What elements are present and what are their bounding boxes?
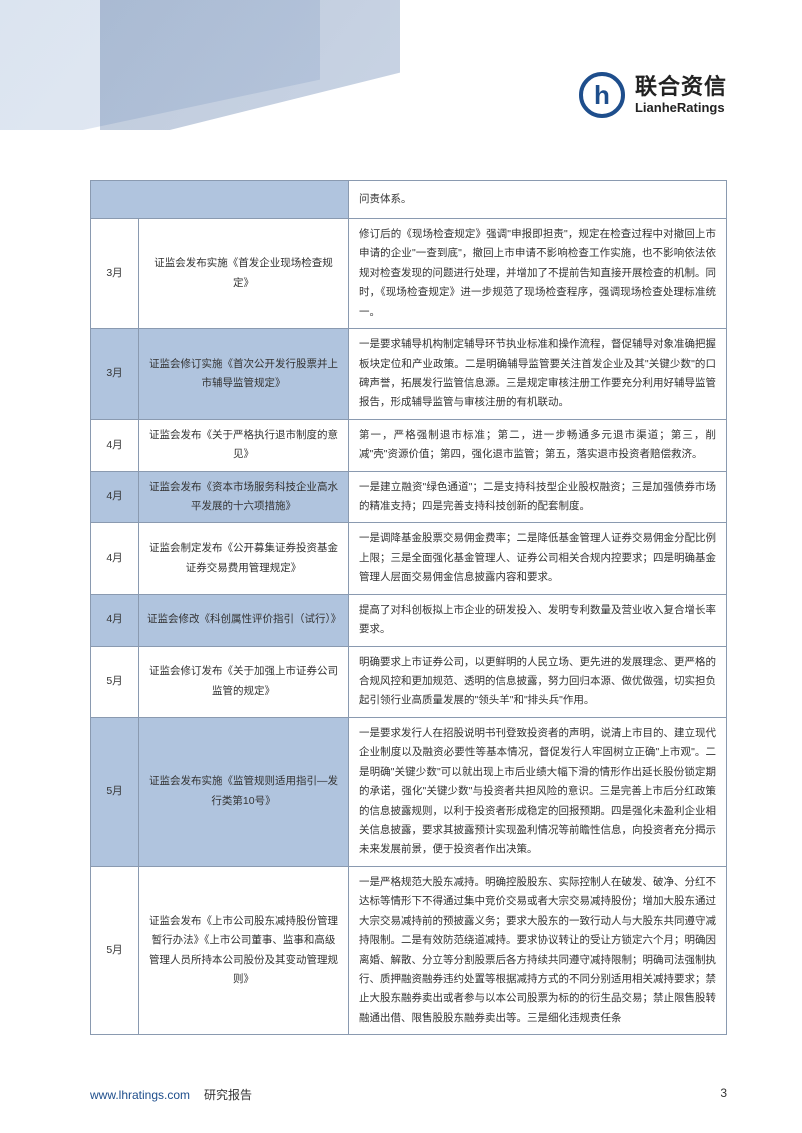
table-cell-desc: 一是要求辅导机构制定辅导环节执业标准和操作流程，督促辅导对象准确把握板块定位和产… [349, 329, 727, 420]
footer-left: www.lhratings.com 研究报告 [90, 1086, 252, 1103]
table-cell-blank [91, 181, 349, 219]
table-cell-desc: 一是严格规范大股东减持。明确控股股东、实际控制人在破发、破净、分红不达标等情形下… [349, 866, 727, 1034]
logo-cn: 联合资信 [635, 74, 727, 100]
main-content: 问责体系。3月证监会发布实施《首发企业现场检查规定》修订后的《现场检查规定》强调… [90, 180, 727, 1035]
logo-text: 联合资信 LianheRatings [635, 74, 727, 116]
table-cell-month: 4月 [91, 419, 139, 471]
table-row: 问责体系。 [91, 181, 727, 219]
table-cell-month: 4月 [91, 471, 139, 523]
table-cell-title: 证监会修订发布《关于加强上市证券公司监管的规定》 [139, 646, 349, 717]
table-row: 5月证监会发布实施《监管规则适用指引—发行类第10号》一是要求发行人在招股说明书… [91, 717, 727, 866]
table-cell-month: 4月 [91, 594, 139, 646]
table-cell-title: 证监会修订实施《首次公开发行股票并上市辅导监管规定》 [139, 329, 349, 420]
table-cell-desc: 一是调降基金股票交易佣金费率；二是降低基金管理人证券交易佣金分配比例上限；三是全… [349, 523, 727, 594]
header-shape-2 [100, 0, 400, 130]
table-cell-month: 5月 [91, 717, 139, 866]
logo-icon: h [579, 72, 625, 118]
regulations-table: 问责体系。3月证监会发布实施《首发企业现场检查规定》修订后的《现场检查规定》强调… [90, 180, 727, 1035]
table-row: 3月证监会发布实施《首发企业现场检查规定》修订后的《现场检查规定》强调"申报即担… [91, 219, 727, 329]
table-cell-month: 3月 [91, 329, 139, 420]
table-cell-desc: 第一，严格强制退市标准；第二，进一步畅通多元退市渠道；第三，削减"壳"资源价值；… [349, 419, 727, 471]
table-cell-title: 证监会发布《资本市场服务科技企业高水平发展的十六项措施》 [139, 471, 349, 523]
table-cell-desc: 问责体系。 [349, 181, 727, 219]
logo-letter: h [594, 80, 610, 111]
table-row: 5月证监会修订发布《关于加强上市证券公司监管的规定》明确要求上市证券公司，以更鲜… [91, 646, 727, 717]
table-cell-month: 5月 [91, 646, 139, 717]
table-cell-desc: 一是要求发行人在招股说明书刊登致投资者的声明，说清上市目的、建立现代企业制度以及… [349, 717, 727, 866]
table-cell-desc: 一是建立融资"绿色通道"；二是支持科技型企业股权融资；三是加强债券市场的精准支持… [349, 471, 727, 523]
table-cell-month: 5月 [91, 866, 139, 1034]
footer-label: 研究报告 [204, 1086, 252, 1103]
footer: www.lhratings.com 研究报告 3 [90, 1086, 727, 1103]
logo: h 联合资信 LianheRatings [579, 72, 727, 118]
table-row: 4月证监会修改《科创属性评价指引（试行）》提高了对科创板拟上市企业的研发投入、发… [91, 594, 727, 646]
table-cell-month: 3月 [91, 219, 139, 329]
table-row: 4月证监会制定发布《公开募集证券投资基金证券交易费用管理规定》一是调降基金股票交… [91, 523, 727, 594]
table-cell-title: 证监会发布《上市公司股东减持股份管理暂行办法》《上市公司董事、监事和高级管理人员… [139, 866, 349, 1034]
table-cell-desc: 提高了对科创板拟上市企业的研发投入、发明专利数量及营业收入复合增长率要求。 [349, 594, 727, 646]
table-row: 3月证监会修订实施《首次公开发行股票并上市辅导监管规定》一是要求辅导机构制定辅导… [91, 329, 727, 420]
table-cell-title: 证监会制定发布《公开募集证券投资基金证券交易费用管理规定》 [139, 523, 349, 594]
page-number: 3 [720, 1086, 727, 1103]
table-cell-month: 4月 [91, 523, 139, 594]
table-row: 4月证监会发布《关于严格执行退市制度的意见》第一，严格强制退市标准；第二，进一步… [91, 419, 727, 471]
logo-en: LianheRatings [635, 100, 727, 116]
footer-url: www.lhratings.com [90, 1088, 190, 1102]
table-cell-desc: 明确要求上市证券公司，以更鲜明的人民立场、更先进的发展理念、更严格的合规风控和更… [349, 646, 727, 717]
table-cell-desc: 修订后的《现场检查规定》强调"申报即担责"，规定在检查过程中对撤回上市申请的企业… [349, 219, 727, 329]
table-cell-title: 证监会修改《科创属性评价指引（试行）》 [139, 594, 349, 646]
table-cell-title: 证监会发布实施《监管规则适用指引—发行类第10号》 [139, 717, 349, 866]
table-row: 5月证监会发布《上市公司股东减持股份管理暂行办法》《上市公司董事、监事和高级管理… [91, 866, 727, 1034]
table-row: 4月证监会发布《资本市场服务科技企业高水平发展的十六项措施》一是建立融资"绿色通… [91, 471, 727, 523]
table-cell-title: 证监会发布《关于严格执行退市制度的意见》 [139, 419, 349, 471]
table-cell-title: 证监会发布实施《首发企业现场检查规定》 [139, 219, 349, 329]
